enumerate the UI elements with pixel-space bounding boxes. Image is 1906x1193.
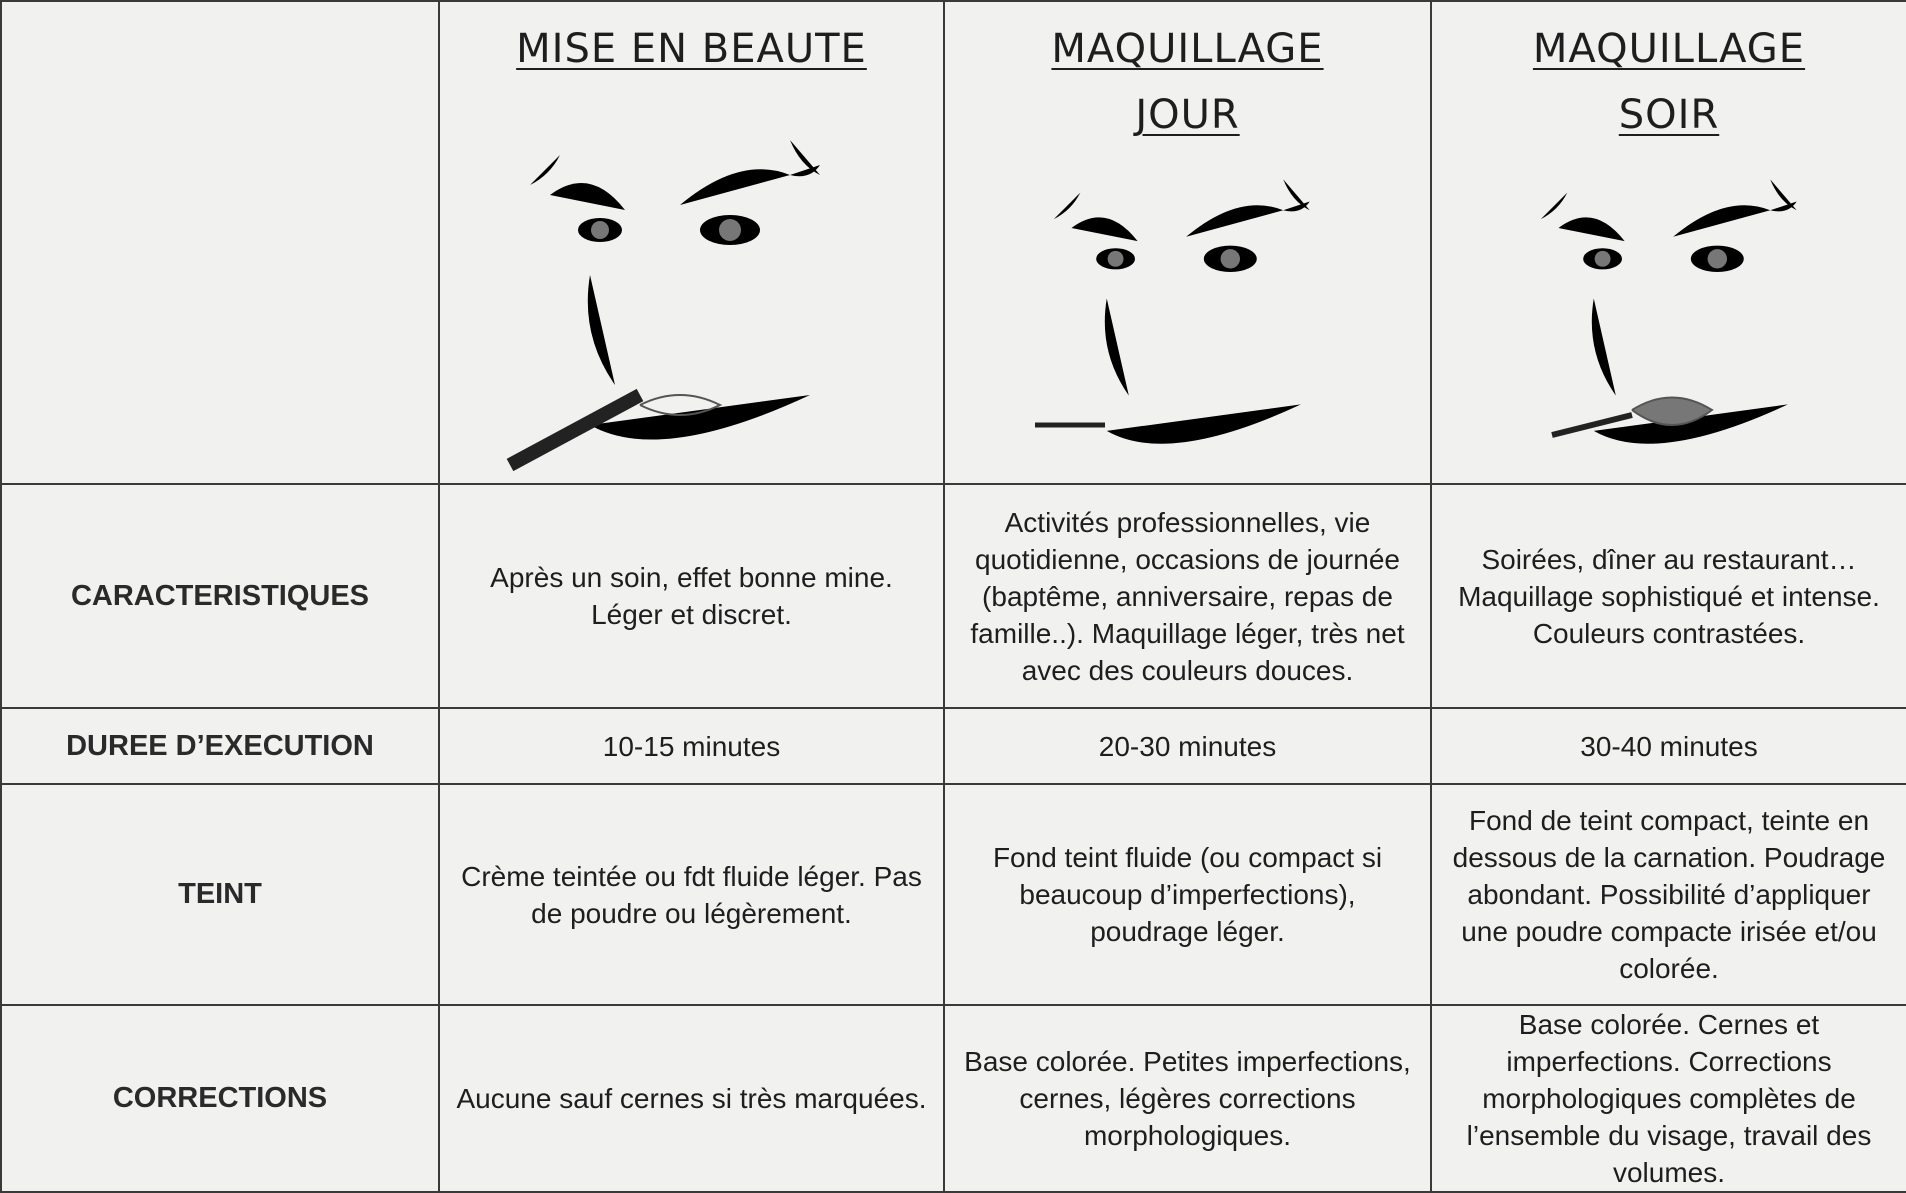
row-label: TEINT [0,783,440,1006]
row-label: CORRECTIONS [0,1004,440,1193]
column-title: MISE EN BEAUTE [516,26,867,72]
table-cell: Base colorée. Petites imperfections, cer… [943,1004,1432,1193]
column-title: JOUR [1135,92,1240,138]
table-cell: Fond teint fluide (ou compact si beaucou… [943,783,1432,1006]
table-cell: 10-15 minutes [438,707,945,785]
table-cell: Après un soin, effet bonne mine. Léger e… [438,483,945,709]
empty-cell [0,0,440,485]
table-cell: Soirées, dîner au restaurant… Maquillage… [1430,483,1906,709]
header-row: MISE EN BEAUTE MAQUILLAGE JOUR MAQUILLAG… [0,0,1906,485]
header-cell: MISE EN BEAUTE [438,0,945,485]
face-illustration [506,135,890,472]
table-cell: Fond de teint compact, teinte en dessous… [1430,783,1906,1006]
table-cell: Aucune sauf cernes si très marquées. [438,1004,945,1193]
table-row: DUREE D’EXECUTION 10-15 minutes 20-30 minu… [0,707,1906,785]
table-row: CARACTERISTIQUES Après un soin, effet bon… [0,483,1906,709]
lipstick [506,388,644,472]
column-title: SOIR [1618,92,1720,138]
column-title: MAQUILLAGE [1051,26,1324,72]
table-cell: 20-30 minutes [943,707,1432,785]
row-label: DUREE D’EXECUTION [0,707,440,785]
face-illustration [1482,175,1882,475]
table-cell: Crème teintée ou fdt fluide léger. Pas d… [438,783,945,1006]
column-title: MAQUILLAGE [1532,26,1806,72]
table-cell: Activités professionnelles, vie quotidie… [943,483,1432,709]
header-cell: MAQUILLAGE JOUR [943,0,1432,485]
lip-pencil [1551,412,1633,438]
face-illustration [1035,175,1395,475]
row-label: CARACTERISTIQUES [0,483,440,709]
table-row: CORRECTIONS Aucune sauf cernes si très ma… [0,1004,1906,1193]
table-row: TEINT Crème teintée ou fdt fluide léger. … [0,783,1906,1006]
lips [1631,396,1714,426]
lips [639,394,723,416]
header-cell: MAQUILLAGE SOIR [1430,0,1906,485]
table-cell: Base colorée. Cernes et imperfections. C… [1430,1004,1906,1193]
table-cell: 30-40 minutes [1430,707,1906,785]
